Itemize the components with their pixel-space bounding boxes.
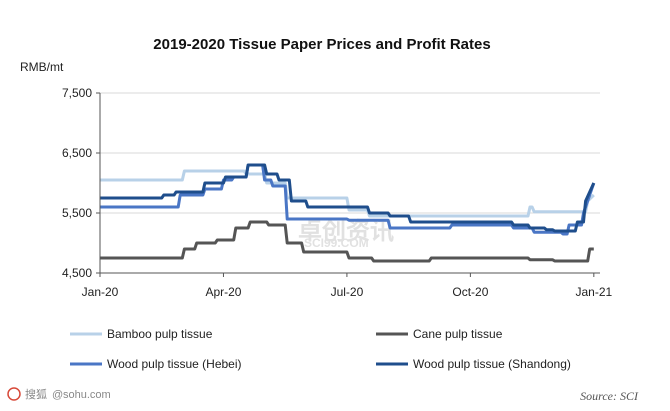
- axes: [96, 92, 600, 277]
- watermark: 卓创资讯 SCI99.COM: [298, 218, 394, 250]
- footer-logo: 搜狐 @ sohu.com: [7, 387, 111, 401]
- watermark-cn: 卓创资讯: [298, 218, 394, 245]
- legend-label-1: Bamboo pulp tissue: [107, 327, 213, 341]
- gridlines: [100, 92, 600, 214]
- x-tick-label-0: Jan-20: [82, 285, 119, 299]
- y-tick-label-2: 6,500: [62, 146, 92, 160]
- footer-logo-icon: [7, 387, 21, 401]
- watermark-url: SCI99.COM: [304, 236, 369, 250]
- y-tick-label-0: 4,500: [62, 266, 92, 280]
- x-tick-labels: Jan-20 Apr-20 Jul-20 Oct-20 Jan-21: [82, 285, 613, 299]
- series-line-1: [100, 169, 595, 218]
- series-line-2: [100, 220, 594, 263]
- footer-url-prefix: @: [52, 389, 63, 401]
- series-lines: [100, 163, 596, 263]
- legend-label-3: Wood pulp tissue (Hebei): [107, 357, 242, 371]
- legend: Bamboo pulp tissue Cane pulp tissue Wood p…: [70, 327, 571, 371]
- footer-logo-text: 搜狐: [25, 387, 47, 401]
- x-tick-label-2: Jul-20: [331, 285, 364, 299]
- legend-label-2: Cane pulp tissue: [413, 327, 503, 341]
- y-axis-label: RMB/mt: [20, 60, 64, 74]
- chart-title: 2019-2020 Tissue Paper Prices and Profit…: [153, 36, 490, 53]
- x-tick-label-1: Apr-20: [205, 285, 241, 299]
- footer-url: sohu.com: [63, 389, 111, 401]
- x-tick-label-3: Oct-20: [452, 285, 488, 299]
- y-tick-label-1: 5,500: [62, 206, 92, 220]
- y-tick-labels: 4,500 5,500 6,500 7,500: [62, 86, 92, 280]
- x-tick-label-4: Jan-21: [575, 285, 612, 299]
- legend-label-4: Wood pulp tissue (Shandong): [413, 357, 571, 371]
- source-note: Source: SCI: [580, 389, 639, 403]
- y-tick-label-3: 7,500: [62, 86, 92, 100]
- series-line-4: [100, 163, 596, 233]
